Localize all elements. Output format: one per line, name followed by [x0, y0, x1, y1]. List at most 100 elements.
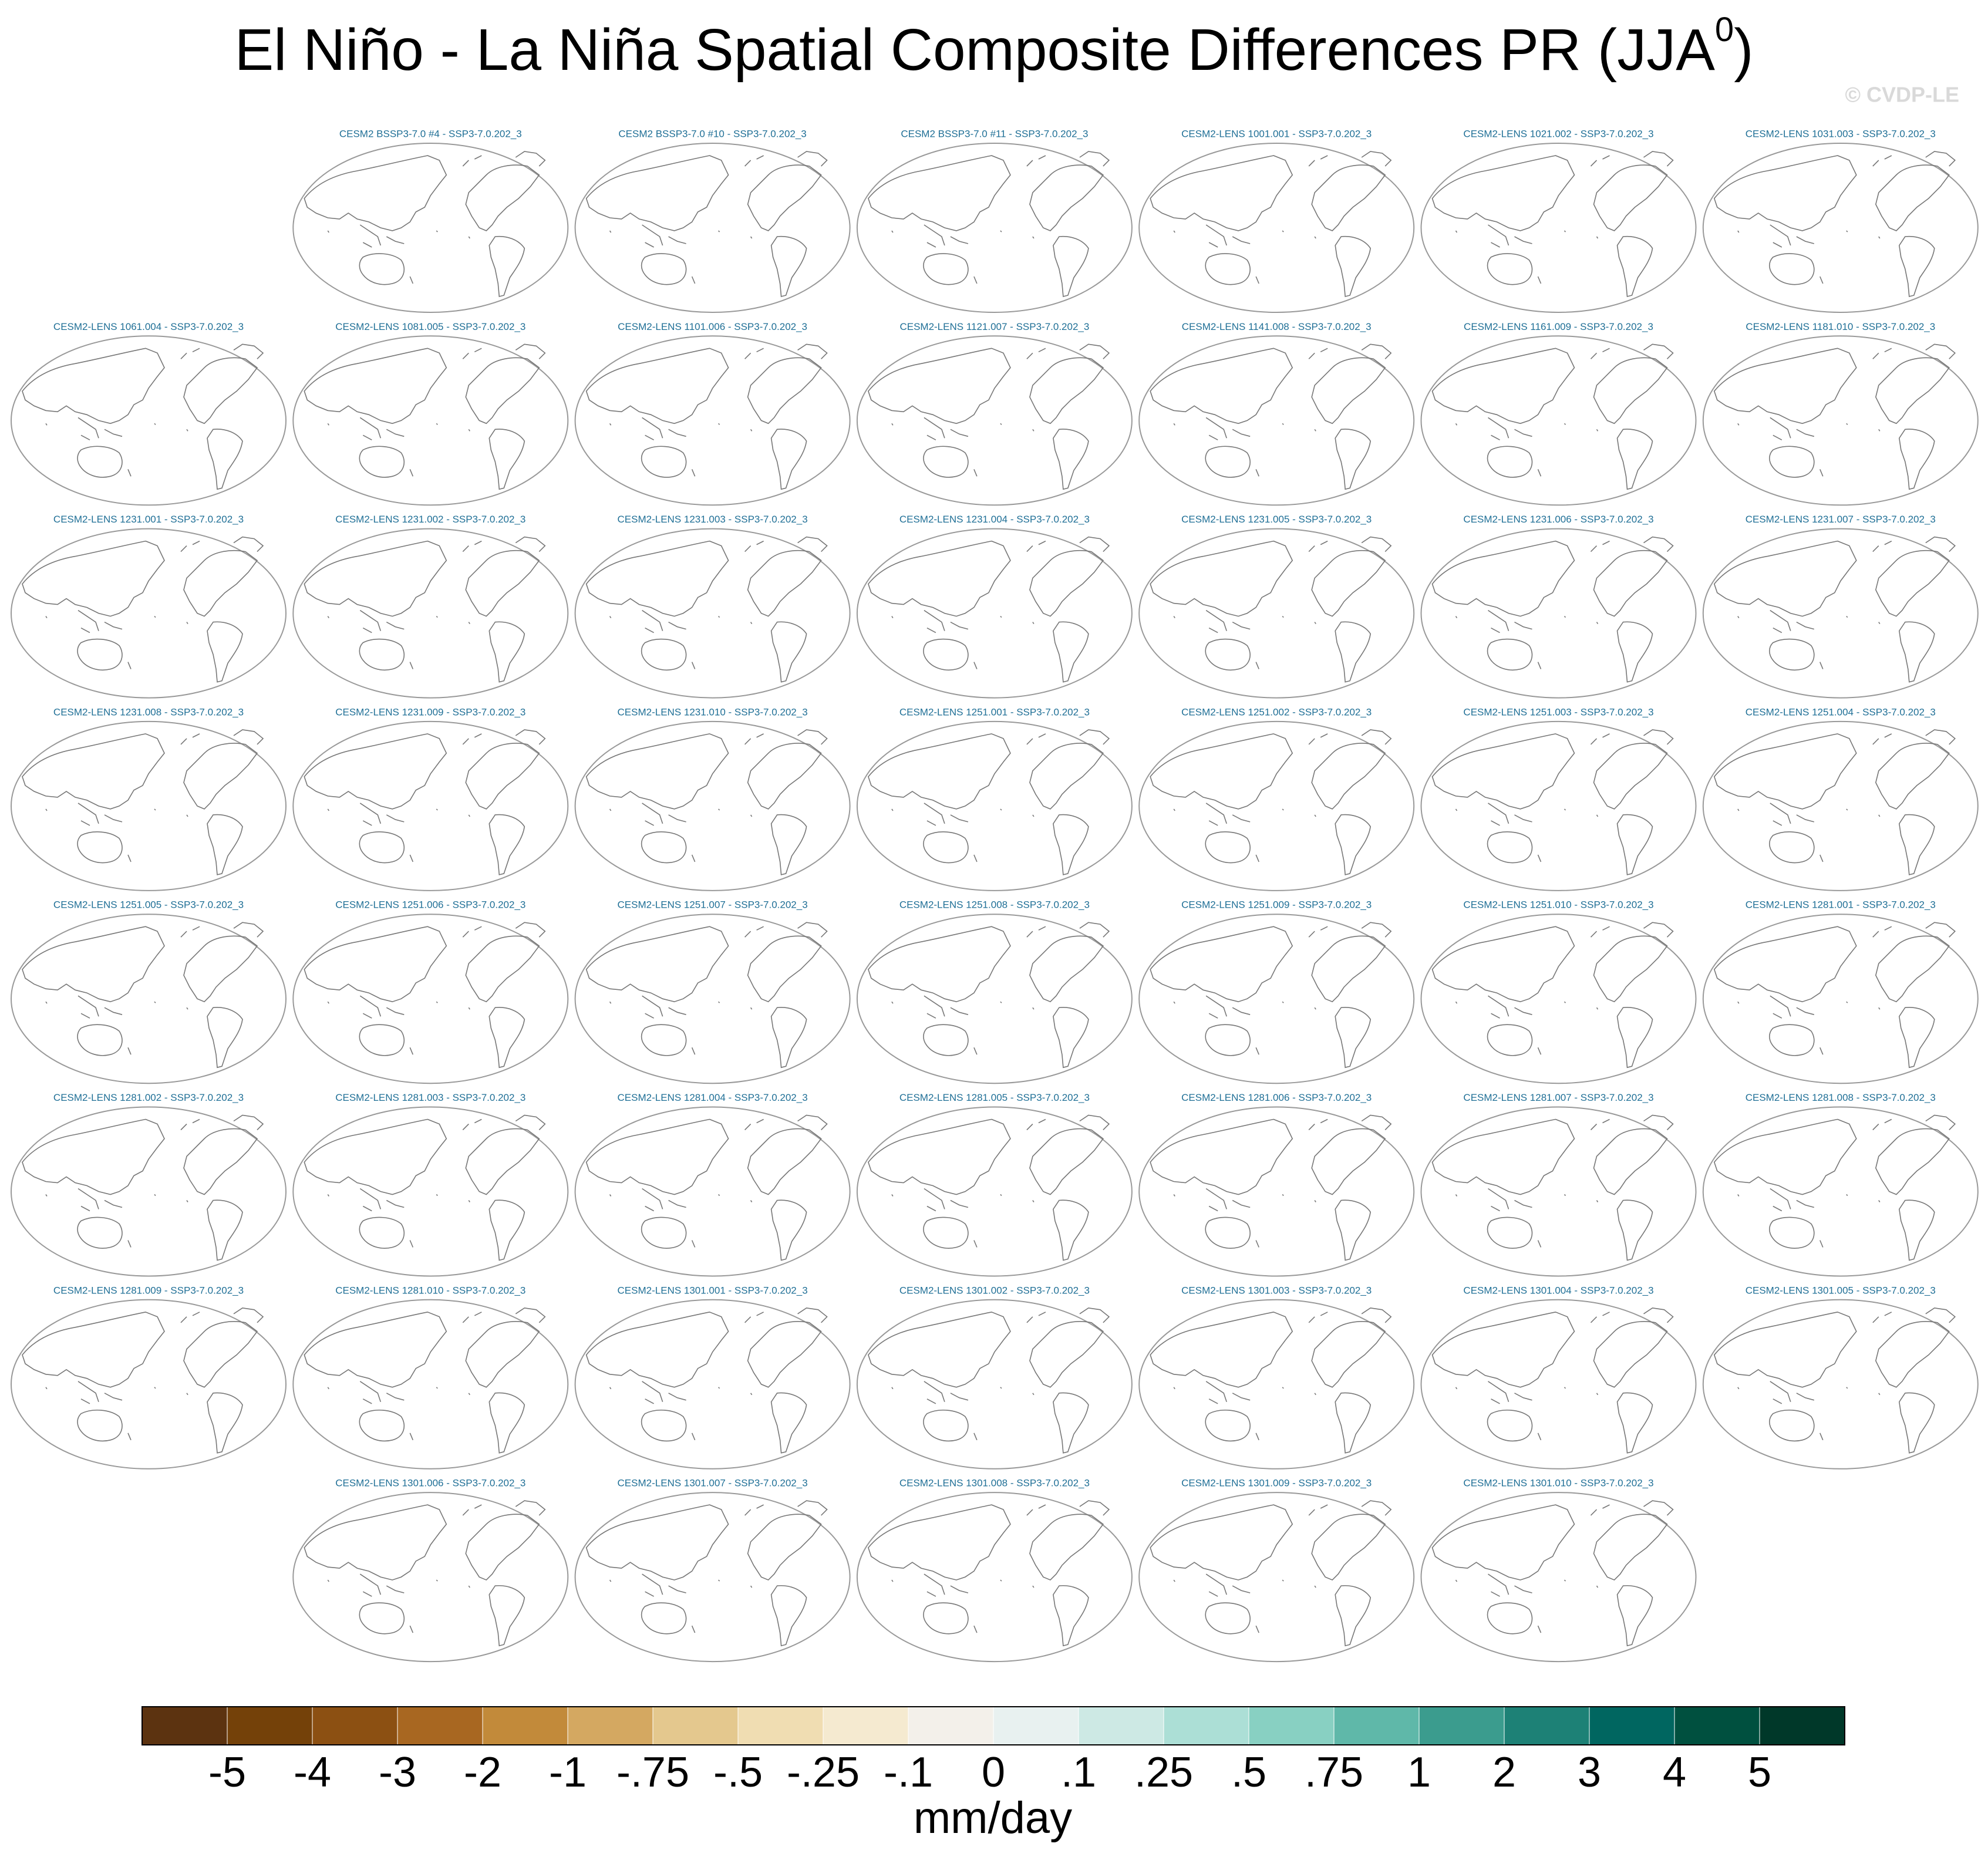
panel-title: CESM2-LENS 1251.008 - SSP3-7.0.202_3	[899, 899, 1090, 911]
panel-title: CESM2-LENS 1281.004 - SSP3-7.0.202_3	[618, 1092, 808, 1103]
panel-title: CESM2-LENS 1251.006 - SSP3-7.0.202_3	[335, 899, 525, 911]
world-map	[292, 143, 569, 313]
panel-title: CESM2-LENS 1301.007 - SSP3-7.0.202_3	[618, 1478, 808, 1489]
panel-title: CESM2-LENS 1081.005 - SSP3-7.0.202_3	[335, 321, 525, 332]
map-panel: CESM2-LENS 1231.008 - SSP3-7.0.202_3	[11, 706, 287, 891]
colorbar-box	[1333, 1706, 1420, 1745]
world-map	[574, 1106, 851, 1277]
map-panel: CESM2-LENS 1281.007 - SSP3-7.0.202_3	[1420, 1092, 1697, 1277]
colorbar-label: 3	[1578, 1749, 1601, 1796]
colorbar-box	[652, 1706, 739, 1745]
world-map	[1420, 335, 1697, 506]
panel-title: CESM2-LENS 1141.008 - SSP3-7.0.202_3	[1182, 321, 1372, 332]
colorbar-label: -.25	[787, 1749, 860, 1796]
panel-title: CESM2-LENS 1021.002 - SSP3-7.0.202_3	[1463, 128, 1653, 139]
world-map	[292, 335, 569, 506]
map-panel: CESM2-LENS 1251.006 - SSP3-7.0.202_3	[292, 899, 569, 1084]
world-map	[856, 1492, 1133, 1663]
panel-title: CESM2-LENS 1301.008 - SSP3-7.0.202_3	[899, 1478, 1090, 1489]
map-panel: CESM2-LENS 1141.008 - SSP3-7.0.202_3	[1138, 321, 1415, 506]
colorbar-box	[823, 1706, 909, 1745]
map-panel: CESM2-LENS 1231.007 - SSP3-7.0.202_3	[1702, 514, 1979, 699]
colorbar-label: 5	[1748, 1749, 1771, 1796]
panel-title: CESM2 BSSP3-7.0 #4 - SSP3-7.0.202_3	[339, 128, 522, 139]
world-map	[856, 914, 1133, 1084]
world-map	[574, 143, 851, 313]
world-map	[1420, 528, 1697, 699]
panel-title: CESM2-LENS 1281.003 - SSP3-7.0.202_3	[335, 1092, 525, 1103]
colorbar-box	[908, 1706, 994, 1745]
world-map	[574, 720, 851, 891]
map-panel: CESM2-LENS 1281.010 - SSP3-7.0.202_3	[292, 1285, 569, 1470]
panel-title: CESM2-LENS 1281.001 - SSP3-7.0.202_3	[1746, 899, 1936, 911]
colorbar-label: -5	[208, 1749, 246, 1796]
panel-title: CESM2-LENS 1231.001 - SSP3-7.0.202_3	[53, 514, 244, 525]
panel-title: CESM2 BSSP3-7.0 #10 - SSP3-7.0.202_3	[618, 128, 806, 139]
world-map	[1138, 720, 1415, 891]
map-panel: CESM2-LENS 1251.007 - SSP3-7.0.202_3	[574, 899, 851, 1084]
colorbar-label: 4	[1663, 1749, 1686, 1796]
map-panel: CESM2-LENS 1061.004 - SSP3-7.0.202_3	[11, 321, 287, 506]
map-panel: CESM2-LENS 1301.007 - SSP3-7.0.202_3	[574, 1478, 851, 1663]
world-map	[1420, 1106, 1697, 1277]
panel-title: CESM2-LENS 1231.003 - SSP3-7.0.202_3	[618, 514, 808, 525]
panel-title: CESM2-LENS 1281.010 - SSP3-7.0.202_3	[335, 1285, 525, 1296]
panel-title: CESM2-LENS 1251.002 - SSP3-7.0.202_3	[1181, 706, 1372, 717]
panel-title: CESM2-LENS 1251.007 - SSP3-7.0.202_3	[618, 899, 808, 911]
colorbar-box	[737, 1706, 824, 1745]
colorbar-label: 2	[1492, 1749, 1516, 1796]
map-panel: CESM2-LENS 1231.001 - SSP3-7.0.202_3	[11, 514, 287, 699]
colorbar-frame	[141, 1706, 1845, 1745]
map-panel: CESM2-LENS 1301.005 - SSP3-7.0.202_3	[1702, 1285, 1979, 1470]
world-map	[292, 528, 569, 699]
map-panel: CESM2-LENS 1281.001 - SSP3-7.0.202_3	[1702, 899, 1979, 1084]
colorbar-box	[1418, 1706, 1505, 1745]
colorbar-box	[1504, 1706, 1590, 1745]
world-map	[1702, 1106, 1979, 1277]
colorbar-label: .1	[1061, 1749, 1096, 1796]
map-panel: CESM2-LENS 1081.005 - SSP3-7.0.202_3	[292, 321, 569, 506]
world-map	[856, 1106, 1133, 1277]
panel-title: CESM2-LENS 1231.005 - SSP3-7.0.202_3	[1181, 514, 1372, 525]
world-map	[856, 143, 1133, 313]
panel-title: CESM2 BSSP3-7.0 #11 - SSP3-7.0.202_3	[901, 128, 1088, 139]
world-map	[1702, 335, 1979, 506]
panel-title: CESM2-LENS 1231.007 - SSP3-7.0.202_3	[1746, 514, 1936, 525]
panel-title: CESM2-LENS 1031.003 - SSP3-7.0.202_3	[1746, 128, 1936, 139]
world-map	[856, 335, 1133, 506]
panel-title: CESM2-LENS 1301.003 - SSP3-7.0.202_3	[1181, 1285, 1372, 1296]
world-map	[1138, 143, 1415, 313]
map-panel: CESM2 BSSP3-7.0 #11 - SSP3-7.0.202_3	[856, 128, 1133, 313]
world-map	[574, 528, 851, 699]
panel-title: CESM2-LENS 1281.006 - SSP3-7.0.202_3	[1181, 1092, 1372, 1103]
world-map	[856, 720, 1133, 891]
panel-title: CESM2-LENS 1281.002 - SSP3-7.0.202_3	[53, 1092, 244, 1103]
panel-title: CESM2-LENS 1281.008 - SSP3-7.0.202_3	[1746, 1092, 1936, 1103]
map-panel: CESM2-LENS 1281.003 - SSP3-7.0.202_3	[292, 1092, 569, 1277]
map-panel: CESM2-LENS 1001.001 - SSP3-7.0.202_3	[1138, 128, 1415, 313]
world-map	[1138, 528, 1415, 699]
panel-title: CESM2-LENS 1251.009 - SSP3-7.0.202_3	[1181, 899, 1372, 911]
colorbar-box	[1248, 1706, 1335, 1745]
panel-title: CESM2-LENS 1301.004 - SSP3-7.0.202_3	[1463, 1285, 1653, 1296]
map-panel: CESM2-LENS 1251.008 - SSP3-7.0.202_3	[856, 899, 1133, 1084]
watermark: © CVDP-LE	[1845, 83, 1959, 107]
world-map	[292, 914, 569, 1084]
panel-title: CESM2-LENS 1301.010 - SSP3-7.0.202_3	[1463, 1478, 1653, 1489]
map-panel: CESM2-LENS 1281.008 - SSP3-7.0.202_3	[1702, 1092, 1979, 1277]
world-map	[574, 335, 851, 506]
map-panel: CESM2-LENS 1231.004 - SSP3-7.0.202_3	[856, 514, 1133, 699]
map-panel: CESM2-LENS 1251.010 - SSP3-7.0.202_3	[1420, 899, 1697, 1084]
panel-title: CESM2-LENS 1301.001 - SSP3-7.0.202_3	[618, 1285, 808, 1296]
panel-title: CESM2-LENS 1101.006 - SSP3-7.0.202_3	[618, 321, 807, 332]
world-map	[11, 1299, 287, 1470]
colorbar-label: -4	[294, 1749, 331, 1796]
panel-title: CESM2-LENS 1231.006 - SSP3-7.0.202_3	[1463, 514, 1653, 525]
map-panel: CESM2-LENS 1251.001 - SSP3-7.0.202_3	[856, 706, 1133, 891]
title-main: El Niño - La Niña Spatial Composite Diff…	[234, 17, 1715, 83]
panel-title: CESM2-LENS 1281.007 - SSP3-7.0.202_3	[1463, 1092, 1653, 1103]
panel-title: CESM2-LENS 1281.005 - SSP3-7.0.202_3	[899, 1092, 1090, 1103]
world-map	[1138, 1492, 1415, 1663]
panel-title: CESM2-LENS 1251.001 - SSP3-7.0.202_3	[899, 706, 1090, 717]
